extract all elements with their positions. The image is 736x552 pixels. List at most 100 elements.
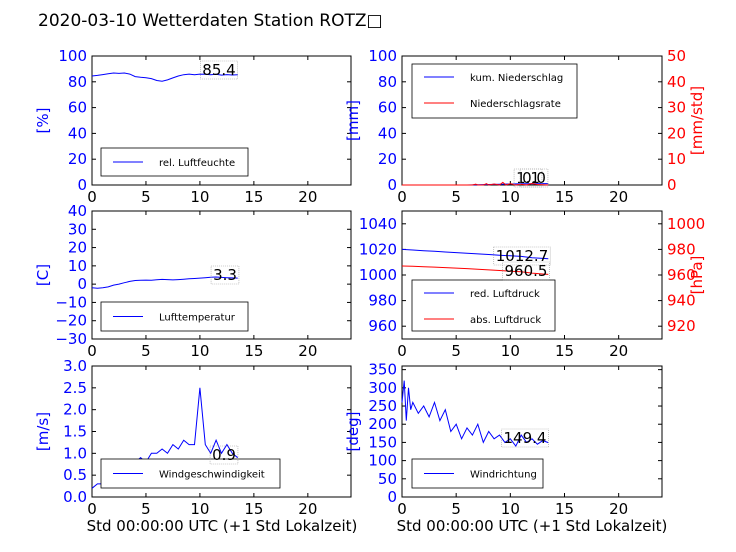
value-annotation: 85.4 — [202, 61, 235, 79]
value-annotation-box — [501, 428, 549, 448]
x-tick-label: 5 — [451, 188, 461, 206]
x-tick-label: 15 — [555, 500, 574, 518]
y-tick-label: 0 — [77, 275, 87, 293]
x-tick-label: 20 — [298, 342, 317, 360]
value-annotation-box — [519, 168, 549, 188]
precipitation-panel: 0 5 10 15 20 0 20 40 60 80 100 0 10 20 30 40 50 [mm] [mm/s… — [344, 47, 706, 206]
y2-axis-label: [hPa] — [688, 256, 706, 295]
y-tick-label: 1020 — [359, 240, 397, 258]
x-tick-label: 0 — [87, 342, 97, 360]
value-annotation: 1.1 — [516, 169, 540, 187]
value-annotation-box — [513, 168, 543, 188]
y-axis-label: [m/s] — [34, 412, 52, 451]
legend-box — [411, 63, 578, 119]
y-tick-label: 40 — [68, 202, 87, 220]
y-tick-label: 50 — [378, 470, 397, 488]
series-line-0 — [401, 248, 549, 260]
x-tick-label: 10 — [501, 342, 520, 360]
y-tick-label: 1040 — [359, 215, 397, 233]
series-line-0 — [91, 276, 238, 289]
x-tick-label: 20 — [609, 342, 628, 360]
value-annotation-box — [199, 60, 239, 80]
x-tick-label: 20 — [298, 188, 317, 206]
y2-tick-label: 960 — [667, 266, 696, 284]
y2-tick-label: 0 — [667, 176, 677, 194]
y2-tick-label: 1000 — [667, 215, 705, 233]
x-tick-label: 5 — [141, 342, 151, 360]
y-axis-label: [C] — [34, 264, 52, 286]
y-tick-label: 80 — [378, 73, 397, 91]
x-axis-label-right: Std 00:00:00 UTC (+1 Std Lokalzeit) — [397, 517, 668, 535]
y2-tick-label: 940 — [667, 292, 696, 310]
y-axis-label: [%] — [34, 108, 52, 134]
x-axis-label-left: Std 00:00:00 UTC (+1 Std Lokalzeit) — [87, 517, 358, 535]
y2-axis-label: [mm/std] — [688, 86, 706, 155]
value-annotation: 1012.7 — [496, 247, 549, 265]
y-tick-label: 100 — [58, 47, 87, 65]
windspeed-panel: 0 5 10 15 20 0.0 0.5 1.0 1.5 2.0 2.5 3.0 [m/s] Windge… — [34, 357, 352, 518]
y-tick-label: 1.5 — [63, 423, 87, 441]
legend-label: Windgeschwindigkeit — [159, 470, 265, 481]
y2-tick-label: 30 — [667, 99, 686, 117]
legend-label: rel. Luftfeuchte — [159, 158, 235, 169]
y-tick-label: 2.0 — [63, 401, 87, 419]
x-tick-label: 0 — [397, 342, 407, 360]
y-tick-label: 980 — [368, 292, 397, 310]
value-annotation: 960.5 — [505, 262, 548, 280]
legend-label: kum. Niederschlag — [470, 73, 563, 84]
y-axis-label: [deg] — [344, 412, 362, 452]
y-tick-label: 300 — [368, 379, 397, 397]
value-annotation-box — [493, 246, 551, 266]
y-tick-label: 60 — [68, 99, 87, 117]
y-tick-label: 40 — [68, 124, 87, 142]
x-tick-label: 0 — [87, 188, 97, 206]
legend-box — [411, 279, 556, 332]
x-tick-label: 10 — [501, 188, 520, 206]
y2-tick-label: 920 — [667, 317, 696, 335]
y-tick-label: 100 — [368, 47, 397, 65]
x-tick-label: 20 — [609, 188, 628, 206]
y-tick-label: 100 — [368, 452, 397, 470]
y-tick-label: 0.5 — [63, 466, 87, 484]
y-tick-label: 250 — [368, 397, 397, 415]
y-tick-label: 0 — [77, 176, 87, 194]
x-tick-label: 10 — [190, 500, 209, 518]
y-tick-label: 20 — [68, 150, 87, 168]
y-tick-label: 200 — [368, 415, 397, 433]
y2-tick-label: 40 — [667, 73, 686, 91]
x-tick-label: 15 — [244, 500, 263, 518]
y-tick-label: 20 — [378, 150, 397, 168]
x-tick-label: 15 — [555, 188, 574, 206]
winddirection-panel: 0 5 10 15 20050100150200250300350[deg]Windri… — [344, 361, 663, 518]
legend-label: Windrichtung — [470, 470, 537, 481]
humidity-panel: 0 5 10 15 20 0 20 40 60 80 100 [%] rel. Luftfeuchte 8… — [34, 47, 352, 206]
x-tick-label: 5 — [451, 500, 461, 518]
x-tick-label: 0 — [397, 500, 407, 518]
series-line-1 — [401, 265, 549, 275]
y-tick-label: −10 — [55, 293, 87, 311]
x-tick-label: 10 — [190, 188, 209, 206]
x-tick-label: 0 — [87, 500, 97, 518]
value-annotation: 0.0 — [522, 169, 546, 187]
legend-label: abs. Luftdruck — [470, 315, 541, 326]
value-annotation-box — [210, 265, 240, 285]
y-axis-label: [mm] — [344, 100, 362, 141]
y-tick-label: 60 — [378, 99, 397, 117]
x-tick-label: 5 — [141, 188, 151, 206]
y-tick-label: 10 — [68, 257, 87, 275]
y2-tick-label: 50 — [667, 47, 686, 65]
y-tick-label: 150 — [368, 433, 397, 451]
y-tick-label: 3.0 — [63, 357, 87, 375]
y-tick-label: 20 — [68, 239, 87, 257]
x-tick-label: 0 — [397, 188, 407, 206]
value-annotation: 3.3 — [213, 266, 237, 284]
y-tick-label: 0 — [387, 488, 397, 506]
x-tick-label: 5 — [451, 342, 461, 360]
value-annotation-box — [209, 445, 239, 465]
series-line-0 — [91, 72, 238, 82]
x-tick-label: 15 — [244, 342, 263, 360]
series-line-1 — [402, 181, 549, 186]
y-tick-label: 30 — [68, 220, 87, 238]
legend-label: red. Luftdruck — [470, 289, 540, 300]
